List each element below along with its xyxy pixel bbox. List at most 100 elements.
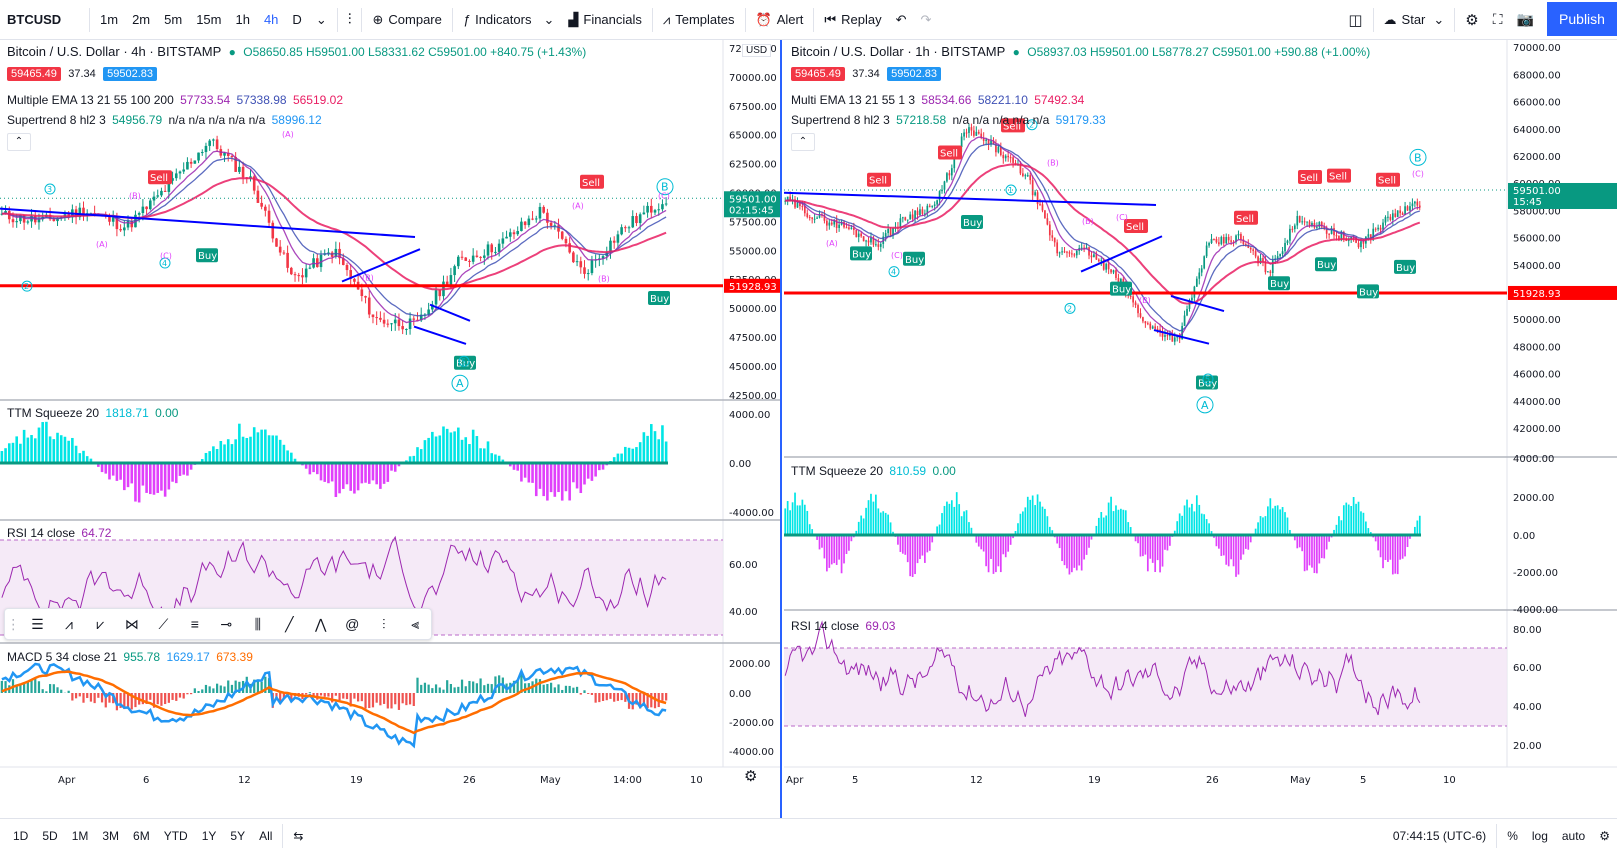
interval-d[interactable]: D: [292, 12, 302, 27]
range-5d[interactable]: 5D: [42, 829, 58, 843]
right-chart[interactable]: 72000.0070000.0068000.0066000.0064000.00…: [784, 40, 1617, 818]
bottom-settings-button[interactable]: ⚙: [1592, 829, 1617, 843]
interval-4h[interactable]: 4h: [263, 12, 279, 27]
fib-channel-tool[interactable]: ⫶: [368, 609, 399, 639]
horizontal-lines-tool[interactable]: ☰: [22, 609, 53, 639]
auto-toggle[interactable]: auto: [1561, 829, 1586, 843]
left-chart-canvas[interactable]: 72500.0070000.0067500.0065000.0062500.00…: [0, 40, 780, 818]
elliott-wave-marker: [1409, 148, 1427, 166]
candle-body: [579, 261, 583, 268]
ask-price[interactable]: 59502.83: [887, 67, 941, 81]
candle-body: [865, 240, 867, 242]
elliott-wave-label: (A): [282, 130, 294, 139]
symbol-search[interactable]: BTCUSD: [0, 0, 86, 40]
alert-button[interactable]: ⏰ Alert: [749, 0, 811, 40]
left-ema-legend[interactable]: Multiple EMA 13 21 55 100 200 57733.54 5…: [7, 93, 343, 107]
horizontal-ray-tool[interactable]: ⊸: [211, 609, 242, 639]
elliott-correction-tool[interactable]: ⩗: [85, 609, 116, 639]
ask-price[interactable]: 59502.83: [103, 67, 157, 81]
candle-body: [264, 206, 267, 211]
candle-body: [449, 275, 453, 286]
log-toggle[interactable]: log: [1531, 829, 1548, 843]
left-symbol-title[interactable]: Bitcoin / U.S. Dollar · 4h · BITSTAMP: [7, 44, 222, 59]
left-ttm-legend[interactable]: TTM Squeeze 20 1818.71 0.00: [7, 406, 178, 420]
left-chart[interactable]: 72500.0070000.0067500.0065000.0062500.00…: [0, 40, 782, 818]
price-axis-label: 50000.00: [729, 304, 777, 315]
candle-body: [661, 204, 664, 210]
drag-handle[interactable]: ⋮: [5, 609, 22, 639]
left-rsi-legend[interactable]: RSI 14 close 64.72: [7, 526, 111, 540]
right-ttm-legend[interactable]: TTM Squeeze 20 810.59 0.00: [791, 464, 956, 478]
candle-body: [111, 217, 115, 222]
price-axis-label: 42500.00: [729, 391, 777, 402]
trendline-tool[interactable]: ⟋: [148, 609, 179, 639]
left-macd-legend[interactable]: MACD 5 34 close 21 955.78 1629.17 673.39: [7, 650, 253, 664]
financials-button[interactable]: ▟ Financials: [561, 0, 649, 40]
interval-5m[interactable]: 5m: [164, 12, 183, 27]
trendline: [1080, 235, 1163, 273]
chart-type-button[interactable]: ⫶: [341, 0, 359, 40]
range-all[interactable]: All: [259, 829, 273, 843]
publish-button[interactable]: Publish: [1547, 2, 1617, 36]
range-5y[interactable]: 5Y: [230, 829, 246, 843]
interval-2m[interactable]: 2m: [132, 12, 151, 27]
fib-tool[interactable]: ≡: [179, 609, 210, 639]
bid-price[interactable]: 59465.49: [7, 67, 61, 81]
collapse-legend-button[interactable]: ⌃: [791, 133, 815, 151]
candle-body: [1061, 251, 1063, 253]
macd-axis-label: -2000.00: [729, 718, 774, 729]
buy-signal: [648, 290, 670, 305]
candle-body: [965, 132, 968, 134]
fullscreen-button[interactable]: ⛶: [1486, 0, 1510, 40]
right-chart-canvas[interactable]: 72000.0070000.0068000.0066000.0064000.00…: [784, 40, 1617, 818]
indicators-button[interactable]: ƒ Indicators ⌄: [456, 0, 562, 40]
right-rsi-legend[interactable]: RSI 14 close 69.03: [791, 619, 895, 633]
xabcd-tool[interactable]: ⋀: [305, 609, 336, 639]
left-supertrend-legend[interactable]: Supertrend 8 hl2 3 54956.79 n/a n/a n/a …: [7, 113, 322, 127]
spiral-tool[interactable]: @: [337, 609, 368, 639]
right-symbol-title[interactable]: Bitcoin / U.S. Dollar · 1h · BITSTAMP: [791, 44, 1006, 59]
line-tool[interactable]: ╱: [274, 609, 305, 639]
rsi-axis-label: 40.00: [1513, 702, 1542, 713]
compare-button[interactable]: ⊕ Compare: [365, 0, 448, 40]
right-supertrend-legend[interactable]: Supertrend 8 hl2 3 57218.58 n/a n/a n/a …: [791, 113, 1106, 127]
settings-button[interactable]: ⚙: [1458, 0, 1485, 40]
goto-date-button[interactable]: ⇆: [286, 829, 310, 843]
time-axis-settings-button[interactable]: ⚙: [744, 767, 757, 785]
interval-1m[interactable]: 1m: [100, 12, 119, 27]
right-ema-legend[interactable]: Multi EMA 13 21 55 1 3 58534.66 58221.10…: [791, 93, 1084, 107]
percent-toggle[interactable]: %: [1507, 829, 1518, 843]
range-1y[interactable]: 1Y: [201, 829, 217, 843]
interval-dropdown[interactable]: ⌄: [309, 0, 334, 40]
ttm-label: TTM Squeeze 20: [7, 406, 100, 420]
bid-price[interactable]: 59465.49: [791, 67, 845, 81]
elliott-wave-label: (C): [1116, 213, 1128, 222]
undo-button[interactable]: ↶: [889, 0, 914, 40]
clock-timezone[interactable]: 07:44:15 (UTC-6): [1392, 829, 1487, 843]
star-button[interactable]: ☁ Star ⌄: [1377, 0, 1452, 40]
range-3m[interactable]: 3M: [102, 829, 120, 843]
range-1d[interactable]: 1D: [13, 829, 29, 843]
range-1m[interactable]: 1M: [71, 829, 89, 843]
fib-levels-tool[interactable]: ⫷: [399, 609, 430, 639]
divider: [1496, 824, 1498, 848]
macd-line: [1, 662, 667, 749]
redo-button[interactable]: ↷: [914, 0, 939, 40]
layout-button[interactable]: ◫: [1341, 0, 1369, 40]
macd-signal-line: [1, 670, 667, 735]
candle-body: [941, 189, 943, 192]
snapshot-button[interactable]: 📷: [1510, 0, 1541, 40]
templates-button[interactable]: ⩘ Templates: [656, 0, 742, 40]
interval-15m[interactable]: 15m: [196, 12, 222, 27]
elliott-impulse-tool[interactable]: ⩘: [53, 609, 84, 639]
replay-button[interactable]: ⏮ Replay: [817, 0, 888, 40]
interval-1h[interactable]: 1h: [235, 12, 250, 27]
range-6m[interactable]: 6M: [133, 829, 150, 843]
pattern-tool[interactable]: ⋈: [116, 609, 147, 639]
candle-body: [968, 127, 970, 133]
vertical-lines-tool[interactable]: ⫼: [242, 609, 273, 639]
range-ytd[interactable]: YTD: [163, 829, 188, 843]
currency-label[interactable]: USD: [742, 44, 772, 57]
supertrend-na: n/a n/a n/a n/a n/a: [952, 113, 1050, 127]
collapse-legend-button[interactable]: ⌃: [7, 133, 31, 151]
